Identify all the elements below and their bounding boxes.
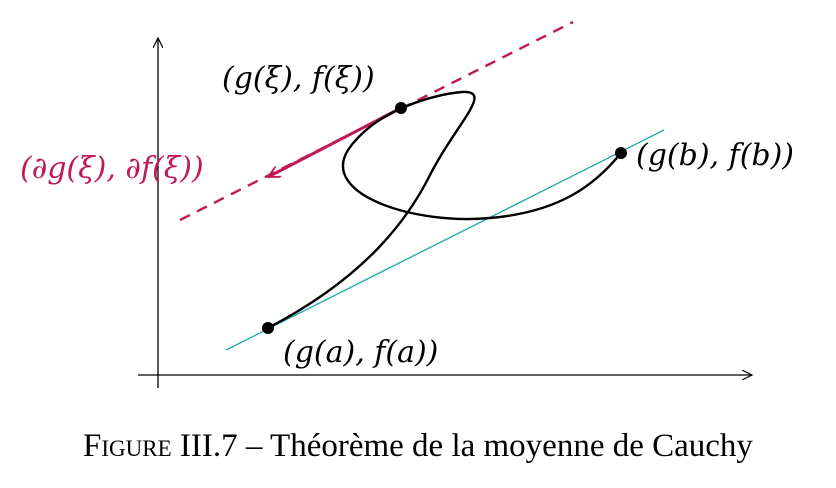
tangent-line — [179, 20, 574, 222]
cauchy-mean-value-diagram: (g(ξ), f(ξ)) (∂g(ξ), ∂f(ξ)) (g(b), f(b))… — [20, 20, 794, 388]
label-point-b: (g(b), f(b)) — [636, 138, 794, 173]
parametric-curve — [266, 90, 623, 330]
figure-caption: Figure III.7 – Théorème de la moyenne de… — [0, 428, 836, 465]
point-a — [262, 322, 274, 334]
caption-text: Théorème de la moyenne de Cauchy — [270, 428, 753, 464]
point-xi — [395, 102, 407, 114]
caption-label: Figure III.7 — [83, 428, 238, 464]
label-gradient: (∂g(ξ), ∂f(ξ)) — [20, 151, 204, 186]
point-b — [615, 147, 627, 159]
secant-line — [225, 129, 665, 351]
caption-separator: – — [237, 428, 271, 464]
label-point-a: (g(a), f(a)) — [283, 335, 438, 370]
label-point-xi: (g(ξ), f(ξ)) — [222, 61, 375, 96]
